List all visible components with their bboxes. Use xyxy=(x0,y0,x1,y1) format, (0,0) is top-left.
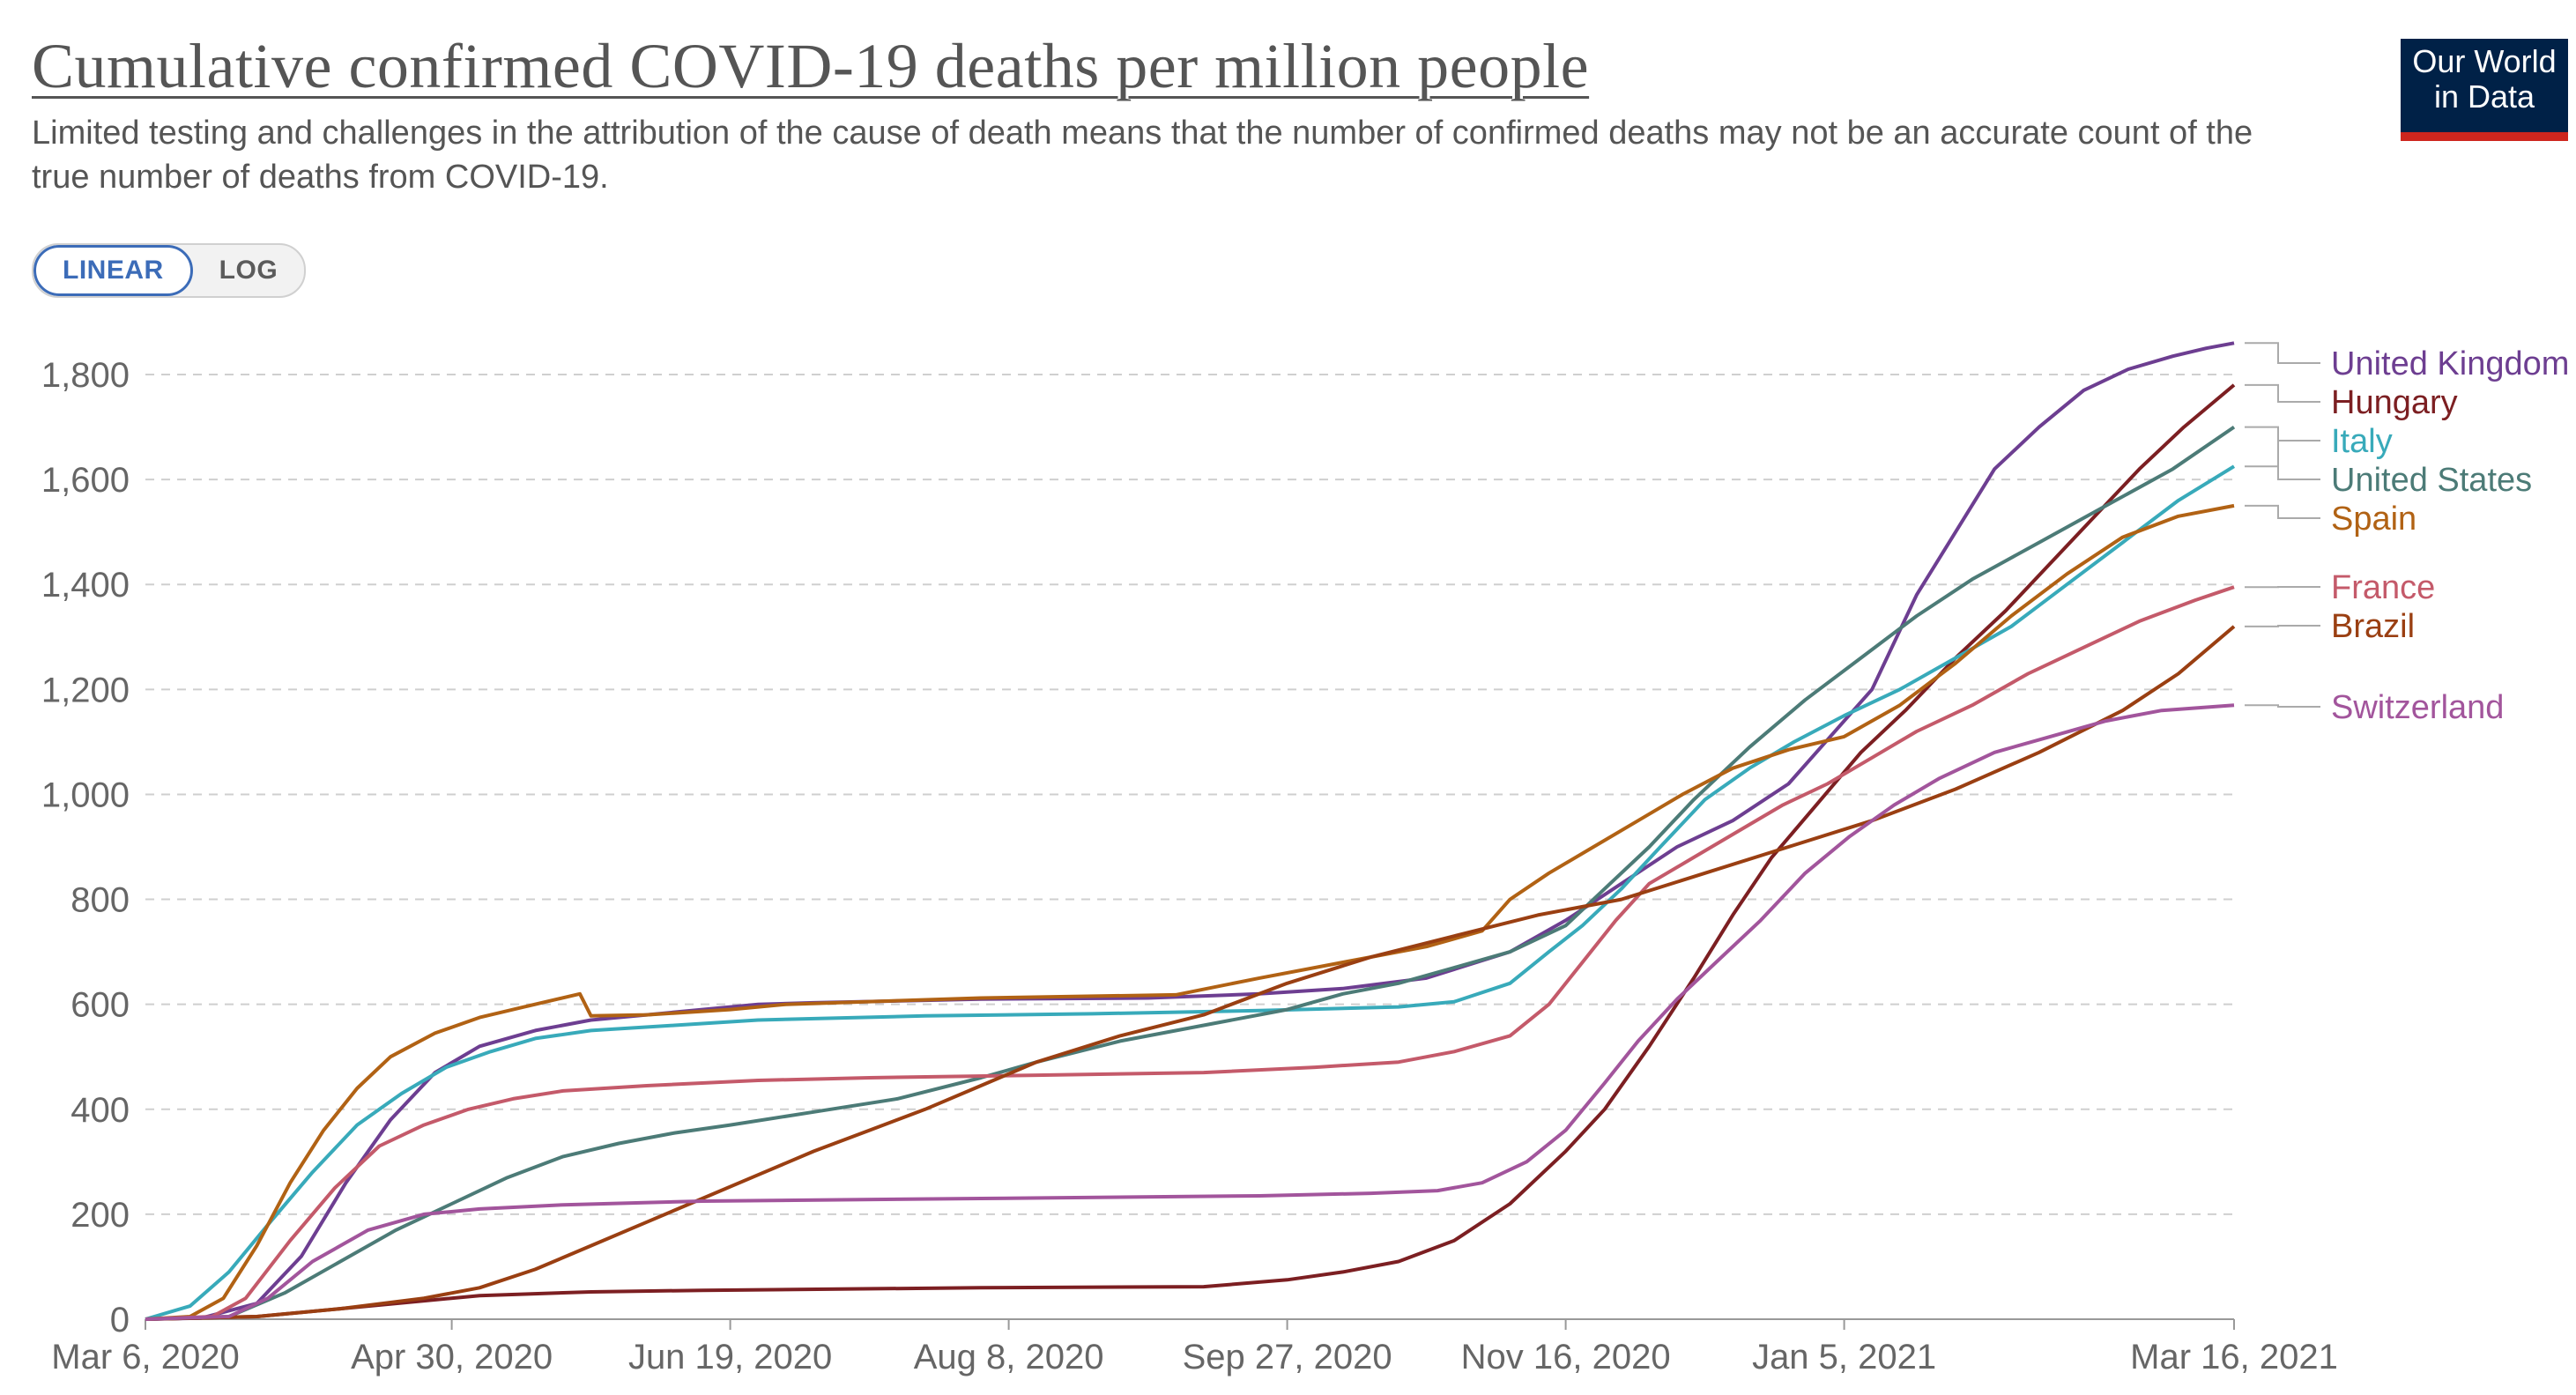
y-tick-label: 1,000 xyxy=(41,775,130,814)
series-line-united-states xyxy=(145,425,2236,1321)
y-tick-label: 600 xyxy=(71,986,130,1025)
log-scale-button[interactable]: LOG xyxy=(219,256,278,285)
series-line-hungary xyxy=(145,383,2236,1321)
y-tick-label: 1,800 xyxy=(41,356,130,395)
linear-scale-button[interactable]: LINEAR xyxy=(33,245,193,296)
legend-leader-line xyxy=(2245,704,2320,708)
legend-label-united-kingdom: United Kingdom xyxy=(2331,345,2569,382)
y-tick-label: 400 xyxy=(71,1091,130,1130)
logo-accent-bar xyxy=(2401,132,2568,141)
owid-logo[interactable]: Our World in Data xyxy=(2401,39,2568,141)
chart-title: Cumulative confirmed COVID-19 deaths per… xyxy=(32,31,1590,101)
legend-label-spain: Spain xyxy=(2331,501,2416,538)
legend-label-brazil: Brazil xyxy=(2331,608,2415,645)
legend-label-switzerland: Switzerland xyxy=(2331,689,2504,726)
series-line-united-kingdom xyxy=(145,341,2235,1321)
x-tick-label: Mar 16, 2021 xyxy=(2130,1338,2338,1376)
legend-leader-line xyxy=(2245,440,2320,468)
y-tick-label: 200 xyxy=(71,1196,130,1235)
y-tick-label: 0 xyxy=(110,1301,130,1339)
legend-label-united-states: United States xyxy=(2331,462,2532,499)
legend-leader-line xyxy=(2245,383,2320,403)
x-tick-label: Nov 16, 2020 xyxy=(1461,1338,1671,1376)
logo-line-2: in Data xyxy=(2433,78,2535,115)
x-tick-label: Mar 6, 2020 xyxy=(51,1338,239,1376)
logo-line-1: Our World xyxy=(2412,43,2557,79)
legend-label-hungary: Hungary xyxy=(2331,384,2458,421)
series-line-france xyxy=(145,585,2235,1321)
legend-leader-line xyxy=(2245,625,2320,627)
legend-leader-line xyxy=(2245,426,2320,480)
y-tick-label: 800 xyxy=(71,881,130,920)
series-line-switzerland xyxy=(145,703,2235,1321)
y-tick-label: 1,200 xyxy=(41,671,130,709)
scale-toggle: LINEAR LOG xyxy=(32,243,307,298)
series-line-italy xyxy=(145,464,2236,1321)
y-tick-label: 1,600 xyxy=(41,461,130,500)
y-tick-label: 1,400 xyxy=(41,566,130,605)
x-tick-label: Sep 27, 2020 xyxy=(1183,1338,1392,1376)
x-tick-label: Jun 19, 2020 xyxy=(628,1338,832,1376)
x-tick-label: Aug 8, 2020 xyxy=(914,1338,1104,1376)
legend-label-italy: Italy xyxy=(2331,423,2393,460)
legend-leader-line xyxy=(2245,504,2320,519)
legend-label-france: France xyxy=(2331,569,2435,606)
x-tick-label: Jan 5, 2021 xyxy=(1752,1338,1936,1376)
legend-leader-line xyxy=(2245,342,2320,364)
series-line-brazil xyxy=(145,625,2236,1321)
series-line-spain xyxy=(145,503,2235,1321)
chart-subtitle: Limited testing and challenges in the at… xyxy=(32,115,2253,196)
x-tick-label: Apr 30, 2020 xyxy=(351,1338,553,1376)
